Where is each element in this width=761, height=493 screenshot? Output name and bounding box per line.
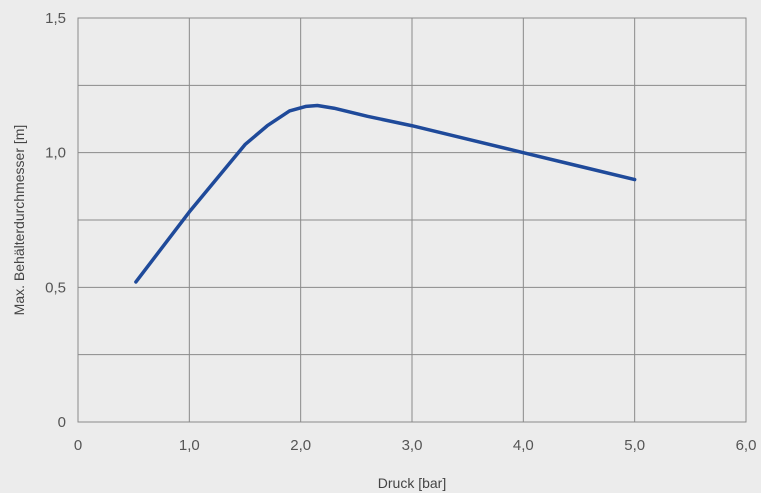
y-axis-ticks: 0 0,5 1,0 1,5: [45, 10, 66, 431]
x-tick-label: 1,0: [179, 437, 200, 454]
y-tick-label: 1,5: [45, 10, 66, 27]
x-tick-label: 2,0: [290, 437, 311, 454]
x-tick-label: 5,0: [624, 437, 645, 454]
y-tick-label: 1,0: [45, 145, 66, 162]
grid: [78, 18, 746, 422]
y-axis-label: Max. Behälterdurchmesser [m]: [11, 125, 27, 316]
x-axis-label: Druck [bar]: [378, 475, 446, 491]
x-tick-label: 3,0: [402, 437, 423, 454]
x-axis-ticks: 0 1,0 2,0 3,0 4,0 5,0 6,0: [74, 437, 757, 454]
y-tick-label: 0,5: [45, 279, 66, 296]
y-tick-label: 0: [58, 414, 66, 431]
x-tick-label: 0: [74, 437, 82, 454]
series-layer: [134, 103, 637, 284]
x-tick-label: 4,0: [513, 437, 534, 454]
series-line: [134, 103, 637, 284]
x-tick-label: 6,0: [736, 437, 757, 454]
